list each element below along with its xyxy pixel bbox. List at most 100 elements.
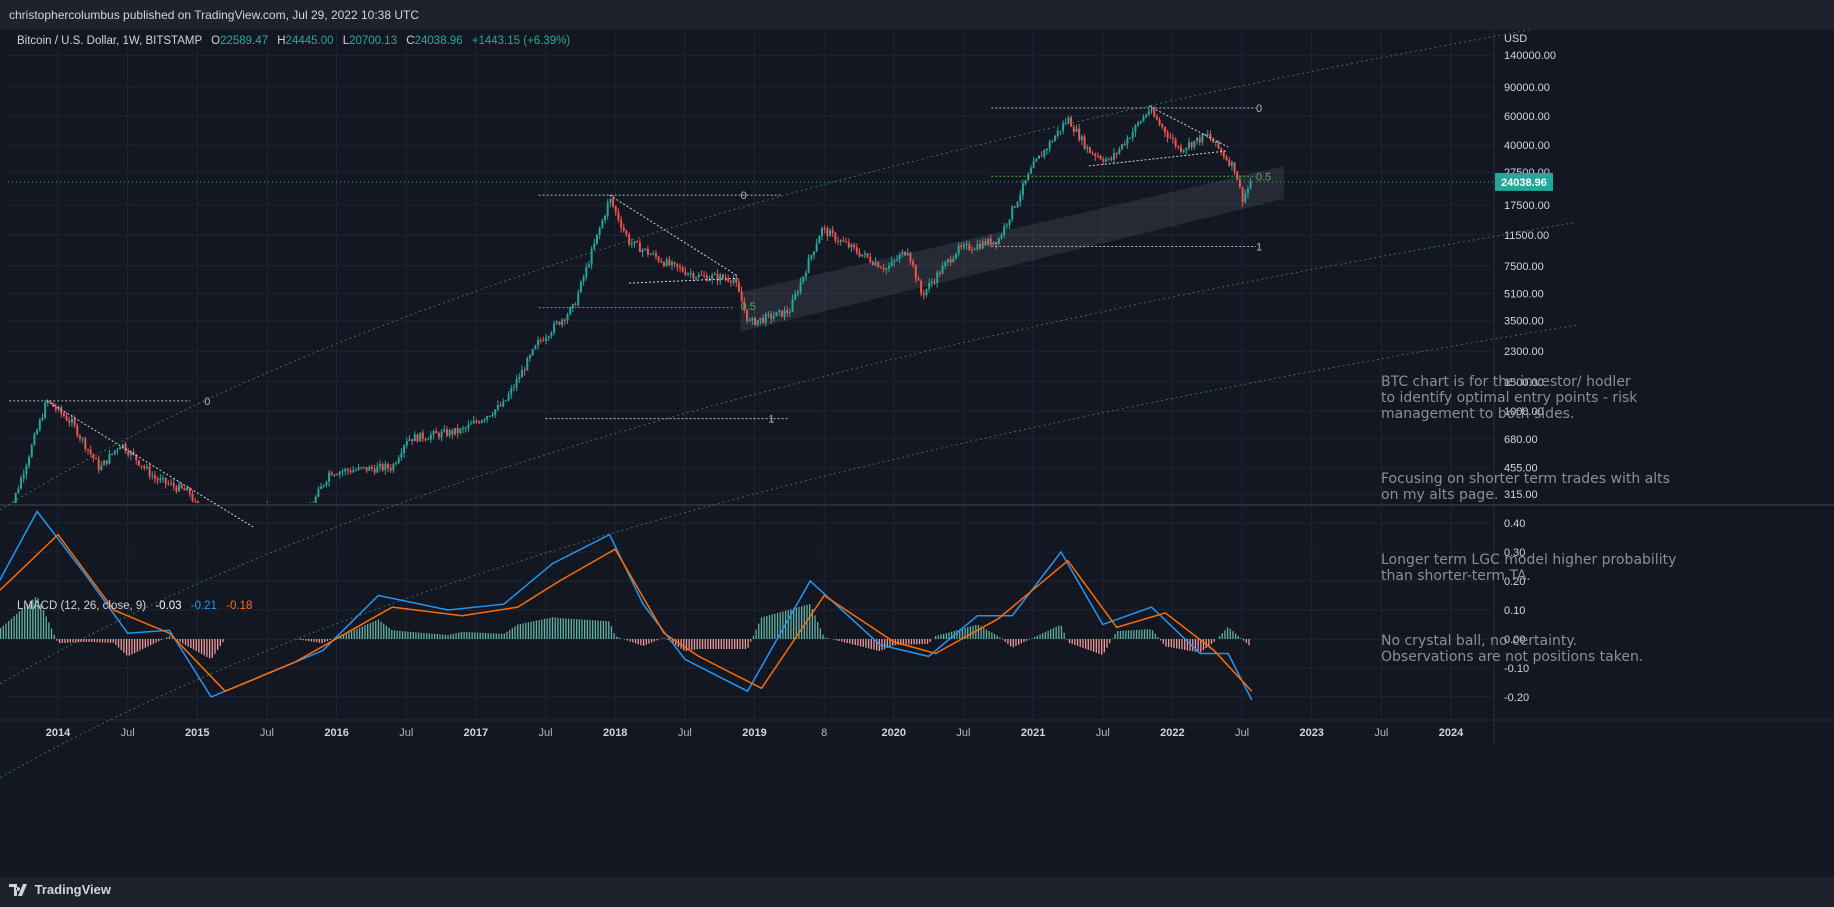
candle-body bbox=[1158, 119, 1161, 125]
candle-body bbox=[692, 273, 695, 279]
candle-body bbox=[1096, 156, 1099, 158]
candle-body bbox=[547, 336, 550, 338]
candle-body bbox=[1147, 111, 1150, 115]
candle-body bbox=[483, 419, 486, 421]
candle-body bbox=[1046, 148, 1049, 150]
candle-body bbox=[314, 496, 317, 503]
candle-body bbox=[845, 241, 848, 243]
candle-body bbox=[633, 241, 636, 244]
candle-body bbox=[322, 485, 325, 487]
candle-body bbox=[116, 449, 119, 451]
macd-y-tick-label: 0.40 bbox=[1504, 518, 1525, 530]
candle-body bbox=[1043, 149, 1046, 157]
y-tick-label: 7500.00 bbox=[1504, 261, 1544, 273]
candle-body bbox=[526, 358, 529, 371]
candle-body bbox=[756, 320, 759, 325]
candle-body bbox=[145, 466, 148, 468]
candle-body bbox=[748, 320, 751, 322]
candle-body bbox=[419, 432, 422, 442]
y-tick-label: 455.00 bbox=[1504, 463, 1538, 475]
candle-body bbox=[558, 321, 561, 325]
candle-body bbox=[472, 420, 475, 424]
candle-body bbox=[178, 484, 181, 492]
candle-body bbox=[662, 262, 665, 266]
x-tick-label: 2014 bbox=[46, 727, 71, 739]
candle-body bbox=[137, 460, 140, 466]
x-tick-label: 2024 bbox=[1439, 727, 1464, 739]
candle-body bbox=[1037, 155, 1040, 159]
candle-body bbox=[1027, 173, 1030, 181]
symbol-title: Bitcoin / U.S. Dollar, 1W, BITSTAMP bbox=[17, 35, 202, 47]
candle-body bbox=[1171, 137, 1174, 140]
candle-body bbox=[1051, 141, 1054, 143]
candle-body bbox=[443, 429, 446, 432]
candle-body bbox=[928, 283, 931, 289]
candle-body bbox=[49, 400, 52, 403]
candle-body bbox=[1220, 148, 1223, 152]
candle-body bbox=[1196, 137, 1199, 141]
y-tick-label: 315.00 bbox=[1504, 489, 1538, 501]
candle-body bbox=[1024, 180, 1027, 184]
candle-body bbox=[628, 234, 631, 245]
x-tick-label: 2022 bbox=[1160, 727, 1184, 739]
candle-body bbox=[542, 340, 545, 342]
candle-body bbox=[22, 474, 25, 478]
candle-body bbox=[1019, 195, 1022, 202]
x-tick-label: 2021 bbox=[1021, 727, 1045, 739]
candle-body bbox=[389, 468, 392, 470]
candle-body bbox=[387, 464, 390, 469]
candle-body bbox=[1021, 183, 1024, 196]
candle-body bbox=[1056, 130, 1059, 137]
tradingview-logo[interactable]: TradingView bbox=[9, 881, 111, 897]
candle-body bbox=[960, 245, 963, 247]
candle-body bbox=[188, 487, 191, 494]
candle-body bbox=[716, 273, 719, 281]
candle-body bbox=[360, 467, 363, 469]
candle-body bbox=[1193, 140, 1196, 148]
candle-body bbox=[545, 337, 548, 341]
candle-body bbox=[175, 486, 178, 492]
low-value: 20700.13 bbox=[349, 35, 398, 47]
candle-body bbox=[679, 266, 682, 268]
candle-body bbox=[703, 275, 706, 277]
candle-body bbox=[1150, 109, 1153, 112]
chart-area[interactable]: 2014 Jul 2015 Jul 2016 Jul 2017 Jul 2018 Jul 2019 8… bbox=[0, 30, 1834, 877]
candle-body bbox=[1113, 152, 1116, 160]
x-tick-label: 8 bbox=[821, 727, 827, 739]
candle-body bbox=[397, 457, 400, 463]
y-tick-label: 11500.00 bbox=[1504, 230, 1549, 242]
candle-body bbox=[1201, 133, 1204, 143]
candle-body bbox=[949, 259, 952, 263]
note-4: No crystal ball, no certainty. Observati… bbox=[1381, 633, 1644, 665]
candle-body bbox=[370, 466, 373, 469]
candle-body bbox=[352, 470, 355, 473]
candle-body bbox=[330, 472, 333, 476]
candle-body bbox=[381, 463, 384, 471]
candle-body bbox=[121, 444, 124, 448]
candle-body bbox=[435, 431, 438, 434]
candle-body bbox=[737, 282, 740, 292]
candle-body bbox=[670, 262, 673, 266]
candle-body bbox=[794, 293, 797, 300]
candle-body bbox=[68, 420, 71, 423]
candle-body bbox=[979, 243, 982, 249]
candle-body bbox=[518, 377, 521, 380]
candle-body bbox=[341, 471, 344, 473]
last-price-tag bbox=[1495, 172, 1553, 191]
candle-body bbox=[1086, 146, 1089, 149]
candle-body bbox=[84, 438, 87, 450]
candle-body bbox=[1088, 146, 1091, 154]
candle-body bbox=[411, 439, 414, 442]
candle-body bbox=[38, 419, 41, 430]
x-tick-label: Jul bbox=[956, 727, 970, 739]
candle-body bbox=[1054, 136, 1057, 142]
candle-body bbox=[537, 340, 540, 346]
candle-body bbox=[1163, 127, 1166, 133]
candle-body bbox=[183, 488, 186, 491]
candle-body bbox=[829, 230, 832, 237]
candle-body bbox=[148, 466, 151, 477]
candle-body bbox=[925, 288, 928, 296]
candle-body bbox=[143, 466, 146, 468]
candle-body bbox=[962, 244, 965, 247]
candle-body bbox=[395, 462, 398, 465]
